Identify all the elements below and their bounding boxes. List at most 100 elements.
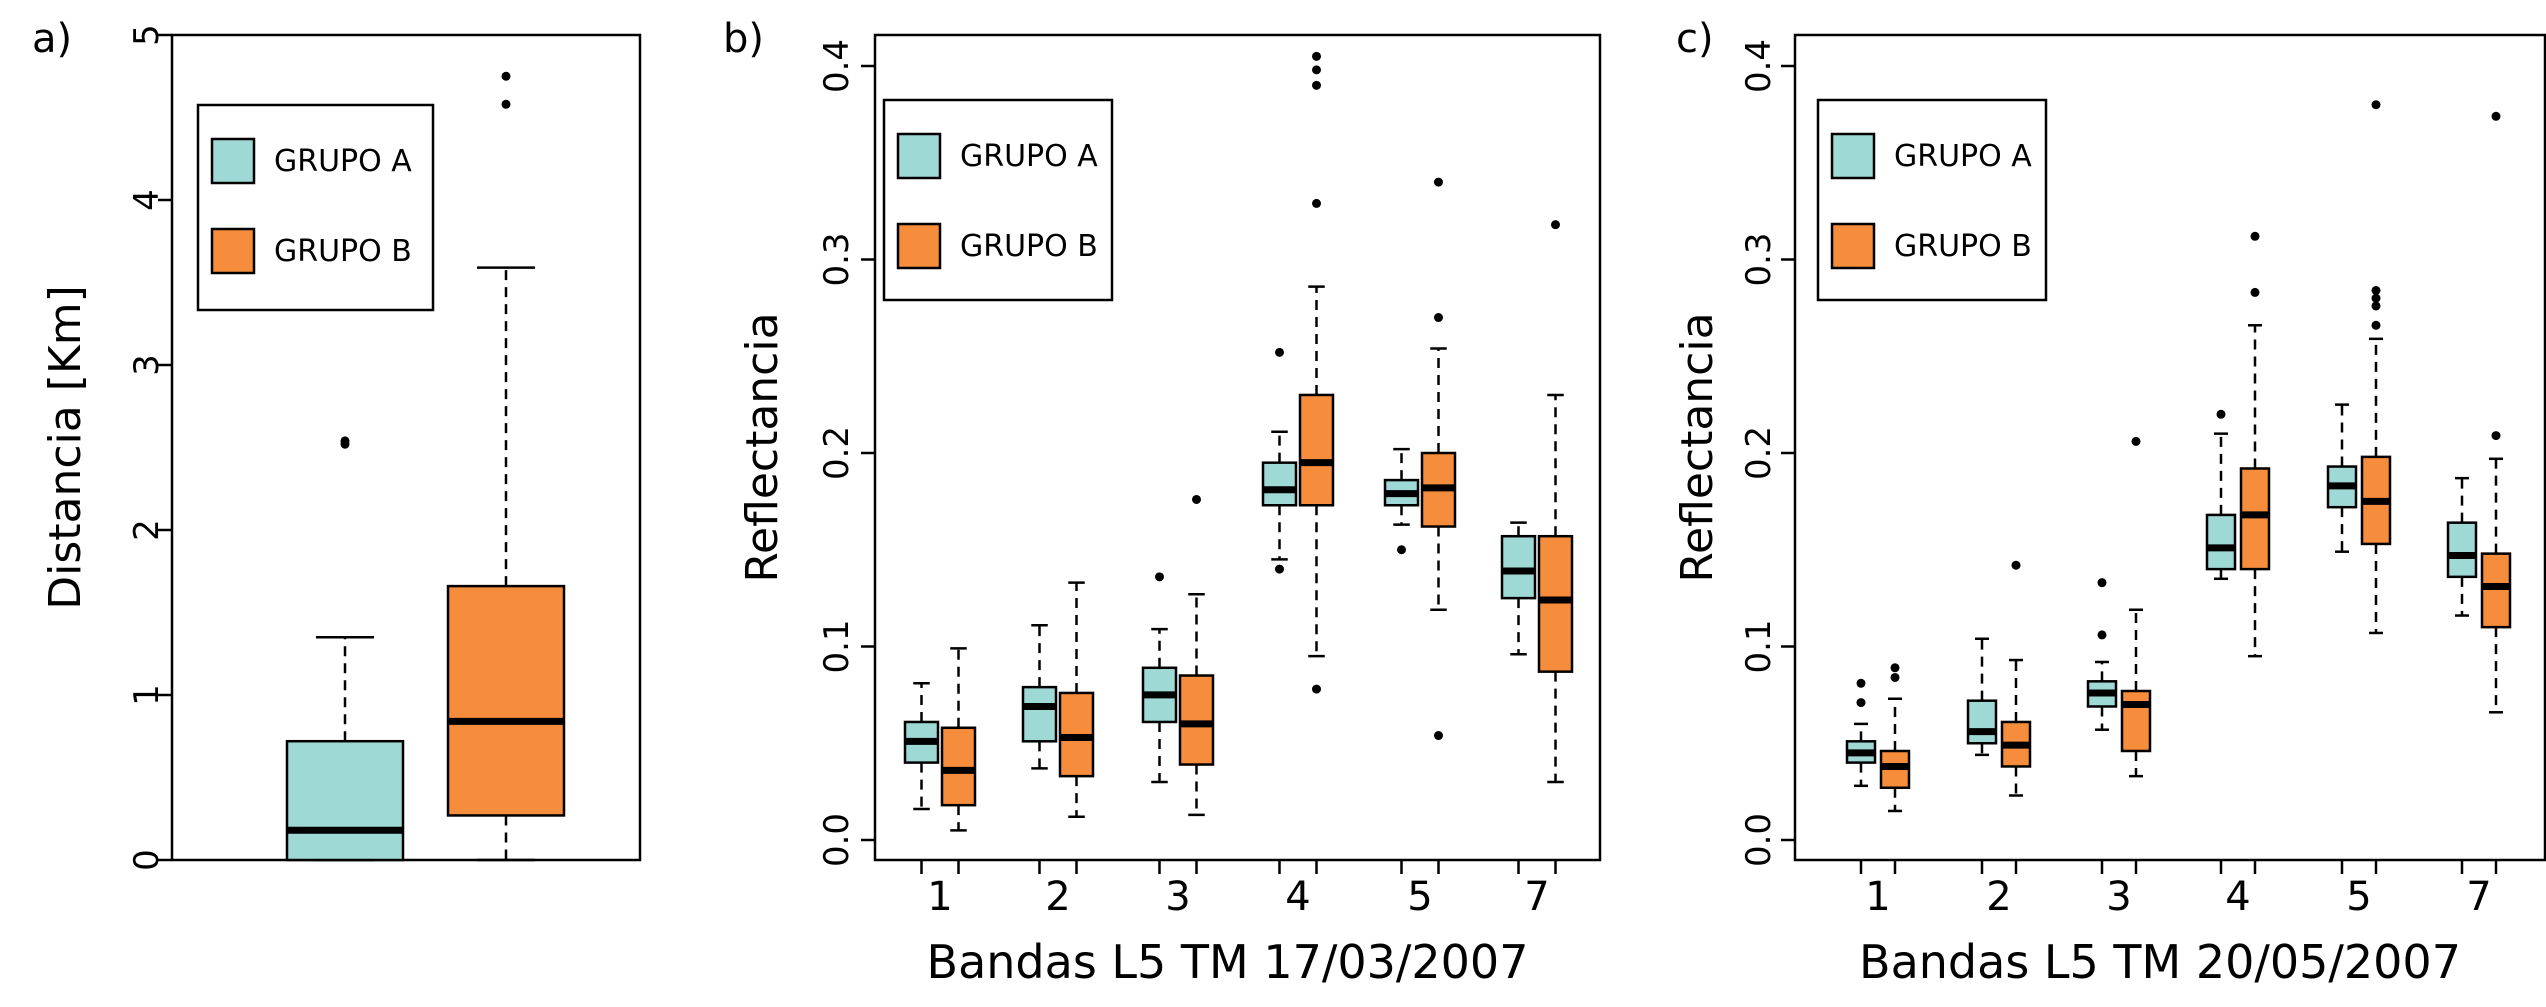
outlier-point [2250, 287, 2260, 297]
box-grupo-a-band-3 [2086, 578, 2118, 731]
y-axis-label: Reflectancia [1672, 312, 1723, 582]
plot-frame [873, 33, 1602, 862]
outlier-point [2371, 100, 2381, 110]
y-tick-label: 3 [127, 354, 167, 376]
x-axis-label: Bandas L5 TM 17/03/2007 [927, 935, 1529, 989]
box-grupo-b-band-4 [1298, 51, 1335, 694]
box-grupo-a-band-5 [1383, 447, 1420, 555]
outlier-point [1397, 545, 1406, 555]
legend: GRUPO A GRUPO B [1816, 98, 2048, 302]
legend-frame [882, 98, 1114, 302]
box-grupo-b-band-2 [2000, 560, 2032, 797]
legend-label: GRUPO A [960, 139, 1098, 174]
plot-frame [170, 33, 642, 862]
outlier-point [2250, 231, 2260, 241]
outlier-point [1890, 663, 1900, 673]
y-tick-label: 0.4 [817, 39, 857, 93]
outlier-point [1312, 198, 1321, 208]
outlier-point [1434, 177, 1443, 187]
outlier-point [1312, 684, 1321, 694]
box-grupo-b-band-2 [1058, 581, 1095, 819]
y-tick-label: 0.1 [817, 619, 857, 673]
box-grupo-a-band-4 [1261, 347, 1298, 574]
y-tick-label: 2 [127, 519, 167, 541]
legend-swatch-grupo-b [1830, 222, 1876, 270]
x-tick-label: 1 [1865, 874, 1890, 920]
y-tick-label: 1 [127, 684, 167, 706]
box-iqr [1966, 699, 1998, 745]
box-grupo-a-band-7 [1500, 521, 1537, 656]
y-tick-label: 0.3 [817, 232, 857, 286]
x-tick-label: 2 [1986, 874, 2011, 920]
box-grupo-b-band-3 [1178, 494, 1215, 817]
x-tick-label: 2 [1045, 874, 1070, 920]
box-grupo-a-band-5 [2326, 403, 2358, 553]
outlier-point [1312, 65, 1321, 75]
outlier-point [1275, 347, 1284, 357]
box-grupo-b-band-4 [2239, 231, 2271, 658]
outlier-point [1856, 678, 1866, 688]
legend: GRUPO A GRUPO B [196, 103, 435, 312]
plot-frame [1793, 33, 2546, 862]
x-tick-label: 4 [1285, 874, 1310, 920]
outlier-point [1312, 80, 1321, 90]
box-grupo-a-band-7 [2446, 476, 2478, 617]
box-iqr [2446, 521, 2478, 579]
box-iqr [1261, 461, 1298, 507]
outlier-point [1551, 220, 1560, 230]
box-iqr [1298, 393, 1335, 507]
x-tick-label: 7 [2466, 874, 2491, 920]
box-iqr [940, 726, 977, 807]
chart-panel-3: c) Reflectancia 0.0 0.1 0.2 0.3 0.4 1 2 3 4 5 7Banda… [1672, 16, 2546, 989]
outlier-point [1434, 313, 1443, 323]
outlier-point [2371, 285, 2381, 295]
y-tick-label: 0.2 [1739, 426, 1779, 480]
x-tick-label: 5 [1407, 874, 1432, 920]
legend-label: GRUPO A [1894, 139, 2032, 174]
y-tick-label: 4 [127, 189, 167, 211]
legend-frame [1816, 98, 2048, 302]
chart-panel-2: b) Reflectancia 0.0 0.1 0.2 0.3 0.4 1 2 3 4 5 7 Banda… [723, 16, 1602, 989]
x-tick-label: 4 [2225, 874, 2250, 920]
box-iqr [446, 584, 566, 817]
panel-label: b) [723, 16, 764, 62]
y-tick-label: 0.2 [817, 426, 857, 480]
y-tick-label: 5 [127, 24, 167, 46]
legend-swatch-grupo-a [210, 137, 256, 185]
outlier-point [340, 436, 350, 446]
y-tick-label: 0.0 [817, 813, 857, 867]
outlier-point [2371, 320, 2381, 330]
outlier-point [1434, 731, 1443, 741]
box-iqr [2205, 513, 2237, 571]
box-iqr [2120, 689, 2152, 753]
legend-frame [196, 103, 435, 312]
y-tick-label: 0.3 [1739, 232, 1779, 286]
y-tick-label: 0.1 [1739, 619, 1779, 673]
y-tick-label: 0 [127, 849, 167, 871]
outlier-point [2011, 560, 2021, 570]
outlier-point [2491, 431, 2501, 441]
box-grupo-a [285, 436, 405, 862]
box-iqr [1537, 534, 1574, 673]
box-iqr [2480, 552, 2512, 629]
outlier-point [2491, 111, 2501, 121]
box-grupo-a-band-3 [1141, 572, 1178, 784]
legend-label: GRUPO B [274, 234, 412, 269]
outlier-point [1856, 698, 1866, 708]
y-axis-label: Distancia [Km] [40, 285, 91, 610]
box-grupo-a-band-1 [1845, 678, 1877, 788]
outlier-point [1155, 572, 1164, 582]
box-grupo-b-band-1 [940, 647, 977, 832]
legend-swatch-grupo-a [1830, 132, 1876, 180]
box-grupo-b-band-5 [2360, 100, 2392, 635]
box-grupo-a-band-2 [1021, 623, 1058, 770]
panel-label: a) [32, 16, 72, 62]
y-tick-label: 0.0 [1739, 813, 1779, 867]
outlier-point [2097, 578, 2107, 588]
x-tick-label: 1 [927, 874, 952, 920]
legend-swatch-grupo-a [896, 132, 942, 180]
box-grupo-b-band-3 [2120, 436, 2152, 778]
y-axis-label: Reflectancia [737, 312, 788, 582]
box-grupo-b-band-7 [1537, 220, 1574, 784]
